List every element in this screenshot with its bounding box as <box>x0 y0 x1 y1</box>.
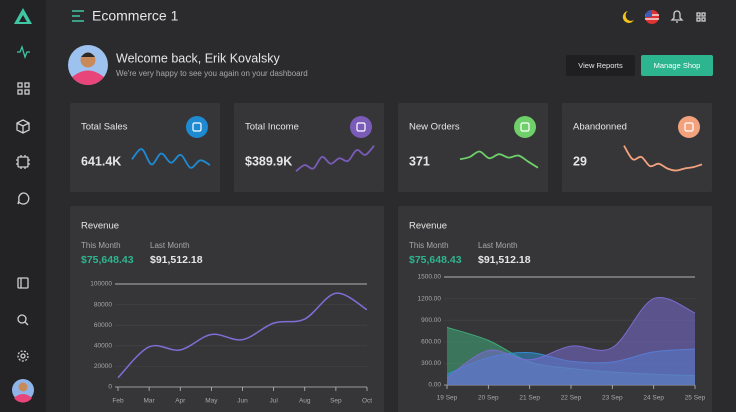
stat-icon <box>514 116 536 138</box>
summary-label: This Month <box>409 241 449 250</box>
welcome-subtitle: We're very happy to see you again on you… <box>116 69 308 78</box>
sparkline <box>295 145 375 172</box>
x-tick-label: Sep <box>330 398 342 405</box>
summary-value: $91,512.18 <box>478 254 531 266</box>
y-tick-label: 60000 <box>94 322 112 329</box>
summary-value: $91,512.18 <box>150 254 203 266</box>
button-label[interactable]: View Reports <box>578 61 623 70</box>
x-tick-label: Mar <box>144 398 156 405</box>
nav-chip[interactable] <box>16 155 30 169</box>
summary-label: Last Month <box>478 241 518 250</box>
y-tick-label: 0.00 <box>428 382 441 389</box>
chart-title: Revenue <box>409 221 447 232</box>
stat-label: Total Income <box>245 122 299 133</box>
sidebar <box>0 0 46 412</box>
x-tick-label: 25 Sep <box>685 395 706 402</box>
y-tick-label: 900.00 <box>421 317 441 324</box>
button[interactable] <box>566 55 635 76</box>
logo-inner <box>19 15 27 22</box>
nav-settings[interactable] <box>17 350 29 362</box>
x-tick-label: 19 Sep <box>437 395 458 402</box>
nav-search[interactable] <box>17 314 29 326</box>
y-tick-label: 300.00 <box>421 360 441 367</box>
stat-value: 371 <box>409 154 430 168</box>
x-tick-label: Apr <box>175 398 186 405</box>
nav-panel[interactable] <box>17 277 29 289</box>
y-tick-label: 100000 <box>90 281 112 288</box>
nav-avatar[interactable] <box>12 379 34 403</box>
y-tick-label: 0 <box>108 384 112 391</box>
nav-grid[interactable] <box>17 82 30 95</box>
nav-box[interactable] <box>16 119 30 134</box>
series-line <box>446 296 696 379</box>
area-fill <box>447 297 695 385</box>
y-tick-label: 1200.00 <box>418 295 442 302</box>
welcome-avatar <box>68 45 108 86</box>
chart-card <box>70 206 384 412</box>
x-tick-label: 24 Sep <box>643 395 664 402</box>
summary-label: Last Month <box>150 241 190 250</box>
stat-icon <box>678 116 700 138</box>
summary-label: This Month <box>81 241 121 250</box>
x-tick-label: Jul <box>269 398 278 405</box>
x-tick-label: May <box>205 398 218 405</box>
menu-toggle[interactable] <box>72 10 84 22</box>
notifications[interactable] <box>670 10 684 23</box>
apps[interactable] <box>696 12 706 22</box>
sparkline <box>459 150 539 169</box>
stat-card <box>234 103 384 192</box>
x-tick-label: Aug <box>299 398 311 405</box>
stat-card <box>70 103 220 192</box>
sparkline <box>623 145 703 172</box>
x-tick-label: Feb <box>112 398 124 405</box>
stat-value: 641.4K <box>81 154 121 168</box>
nav-activity[interactable] <box>17 45 30 59</box>
stat-icon-glyph <box>356 122 366 132</box>
stat-value: $389.9K <box>245 154 292 168</box>
stat-label: Abandonned <box>573 122 627 133</box>
x-tick-label: Oct <box>362 398 372 405</box>
welcome-title: Welcome back, Erik Kovalsky <box>116 51 280 65</box>
series-line <box>117 292 368 379</box>
y-tick-label: 1500.00 <box>418 274 442 281</box>
x-tick-label: 20 Sep <box>478 395 499 402</box>
button-label[interactable]: Manage Shop <box>654 61 701 70</box>
stat-icon-glyph <box>520 122 530 132</box>
stat-value: 29 <box>573 154 587 168</box>
stat-label: New Orders <box>409 122 460 133</box>
stat-icon <box>186 116 208 138</box>
y-tick-label: 20000 <box>94 363 112 370</box>
stat-icon-glyph <box>684 122 694 132</box>
stat-icon <box>350 116 372 138</box>
y-tick-label: 600.00 <box>421 339 441 346</box>
summary-value: $75,648.43 <box>81 254 134 266</box>
stat-label: Total Sales <box>81 122 128 133</box>
x-tick-label: 23 Sep <box>602 395 623 402</box>
page-title: Ecommerce 1 <box>92 8 179 24</box>
theme-toggle[interactable] <box>622 11 634 23</box>
stat-card <box>398 103 548 192</box>
language[interactable] <box>645 10 659 24</box>
x-tick-label: 21 Sep <box>519 395 540 402</box>
x-tick-label: Jun <box>237 398 248 405</box>
y-tick-label: 80000 <box>94 301 112 308</box>
chart-title: Revenue <box>81 221 119 232</box>
summary-value: $75,648.43 <box>409 254 462 266</box>
button[interactable] <box>641 55 713 76</box>
stat-icon-glyph <box>192 122 202 132</box>
nav-chat[interactable] <box>17 192 30 205</box>
x-tick-label: 22 Sep <box>561 395 582 402</box>
sparkline <box>131 148 211 169</box>
y-tick-label: 40000 <box>94 343 112 350</box>
